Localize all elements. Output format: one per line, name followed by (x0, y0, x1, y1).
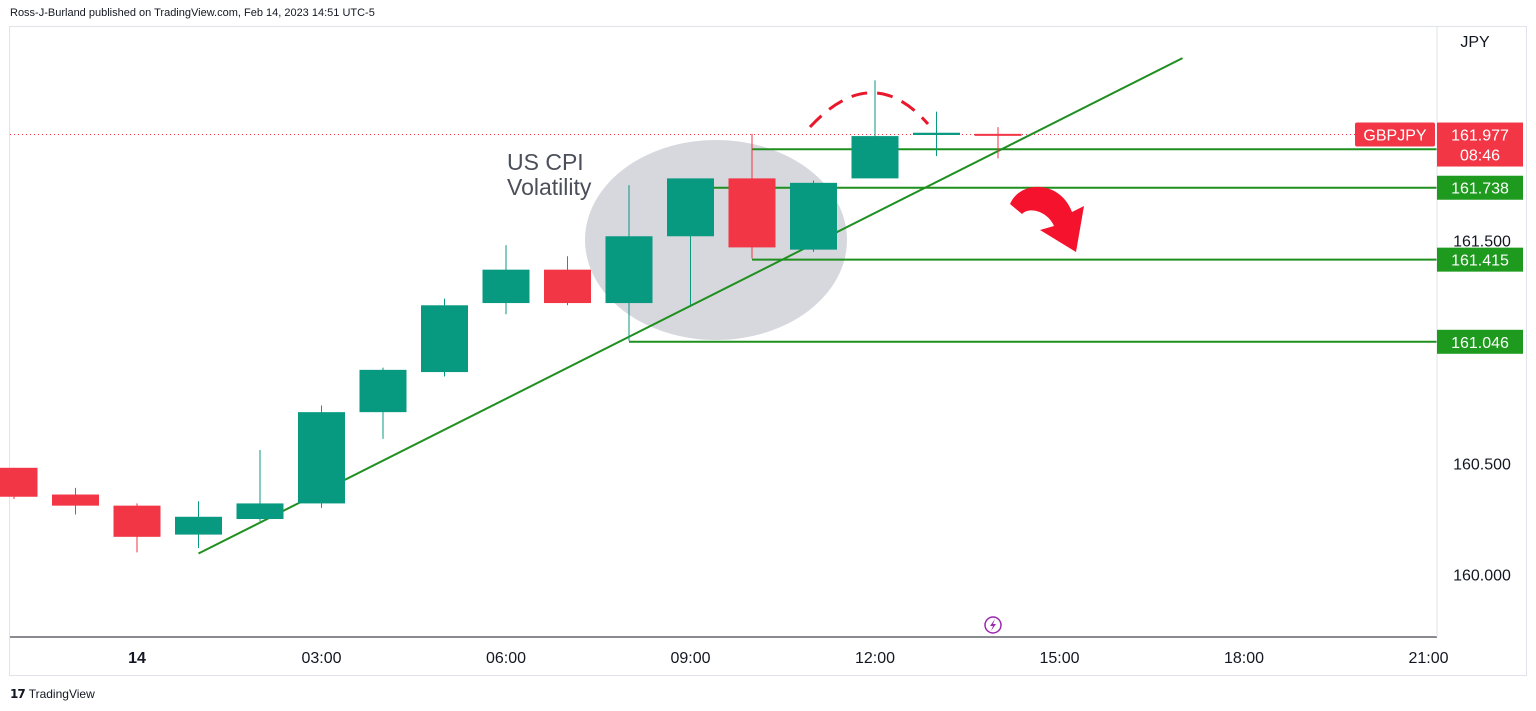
candle-body (421, 305, 468, 373)
candle-15 (913, 111, 960, 157)
candle-body (913, 132, 960, 135)
candle-body (298, 412, 345, 504)
level-price-tag-3: 161.046 (1437, 329, 1523, 354)
x-tick-label-4: 12:00 (855, 650, 895, 667)
candle-10 (605, 185, 653, 341)
level-tag-bg (1437, 247, 1523, 272)
currency-label: JPY (1460, 34, 1490, 51)
x-tick-label-0: 14 (128, 650, 146, 667)
candle-body (0, 467, 38, 497)
annotation-text-line1: US CPI (507, 149, 584, 175)
candle-body (113, 505, 161, 537)
last-price-text: 161.977 (1451, 128, 1509, 145)
lightning-event-icon[interactable] (984, 616, 1002, 634)
candle-body (851, 136, 899, 179)
candle-7 (421, 298, 468, 377)
candle-5 (298, 405, 345, 508)
candle-body (790, 182, 837, 250)
candle-body (728, 178, 776, 248)
branding: 𝟭𝟳 TradingView (10, 687, 95, 701)
candles-layer (0, 80, 1022, 553)
symbol-tag-text: GBPJPY (1363, 128, 1426, 145)
candle-12 (728, 133, 776, 259)
level-tag-text: 161.415 (1451, 253, 1509, 270)
candle-3 (175, 501, 222, 548)
candle-body (482, 269, 530, 304)
candle-8 (482, 245, 530, 315)
price-labels: 161.911161.738161.415161.046GBPJPY161.97… (1355, 122, 1523, 354)
candle-2 (113, 503, 161, 553)
level-tag-bg (1437, 329, 1523, 354)
candle-body (974, 133, 1022, 136)
y-tick-label-0: 161.500 (1453, 234, 1511, 251)
candle-4 (236, 449, 284, 522)
trendline-layer (198, 57, 1183, 555)
level-price-tag-1: 161.738 (1437, 175, 1523, 200)
chart-panel-border (9, 26, 1527, 676)
candle-body (544, 269, 591, 304)
published-caption: Ross-J-Burland published on TradingView.… (10, 7, 375, 19)
trendline (198, 57, 1183, 555)
last-price-tag: GBPJPY 161.977 08:46 (1355, 122, 1523, 167)
dashed-arc-annotation (808, 91, 930, 129)
candle-body (236, 503, 284, 520)
level-price-tag-2: 161.415 (1437, 247, 1523, 272)
y-tick-label-2: 160.000 (1453, 568, 1511, 585)
y-tick-label-1: 160.500 (1453, 456, 1511, 473)
annotation-text-line2: Volatility (507, 174, 592, 200)
x-tick-label-2: 06:00 (486, 650, 526, 667)
level-tag-bg (1437, 175, 1523, 200)
level-tag-text: 161.738 (1451, 181, 1509, 198)
candle-body (52, 494, 99, 506)
y-axis-ticks: 161.500 160.500 160.000 (1453, 234, 1511, 585)
candle-9 (544, 256, 591, 306)
tradingview-logo-icon: 𝟭𝟳 (10, 687, 26, 701)
candle-11 (667, 178, 714, 306)
symbol-tag-bg (1355, 122, 1435, 147)
x-axis-ticks: 14 03:00 06:00 09:00 12:00 15:00 18:00 21:00 (128, 650, 1449, 667)
bearish-arrow-icon (1010, 186, 1084, 252)
x-tick-label-3: 09:00 (670, 650, 710, 667)
candle-13 (790, 180, 837, 252)
candle-16 (974, 127, 1022, 159)
x-tick-label-1: 03:00 (301, 650, 341, 667)
brand-name: TradingView (28, 687, 95, 701)
candle-body (359, 369, 407, 413)
candle-body (175, 516, 222, 535)
countdown-text: 08:46 (1460, 148, 1500, 165)
overlay-layer (808, 91, 1084, 252)
candle-6 (359, 367, 407, 439)
candle-body (667, 178, 714, 237)
x-tick-label-7: 21:00 (1408, 650, 1448, 667)
x-tick-label-6: 18:00 (1224, 650, 1264, 667)
x-tick-label-5: 15:00 (1039, 650, 1079, 667)
candle-body (605, 236, 653, 304)
candle-1 (52, 487, 99, 515)
level-tag-text: 161.046 (1451, 335, 1509, 352)
candle-0 (0, 467, 38, 499)
last-price-bg (1437, 122, 1523, 167)
candle-14 (851, 80, 899, 179)
